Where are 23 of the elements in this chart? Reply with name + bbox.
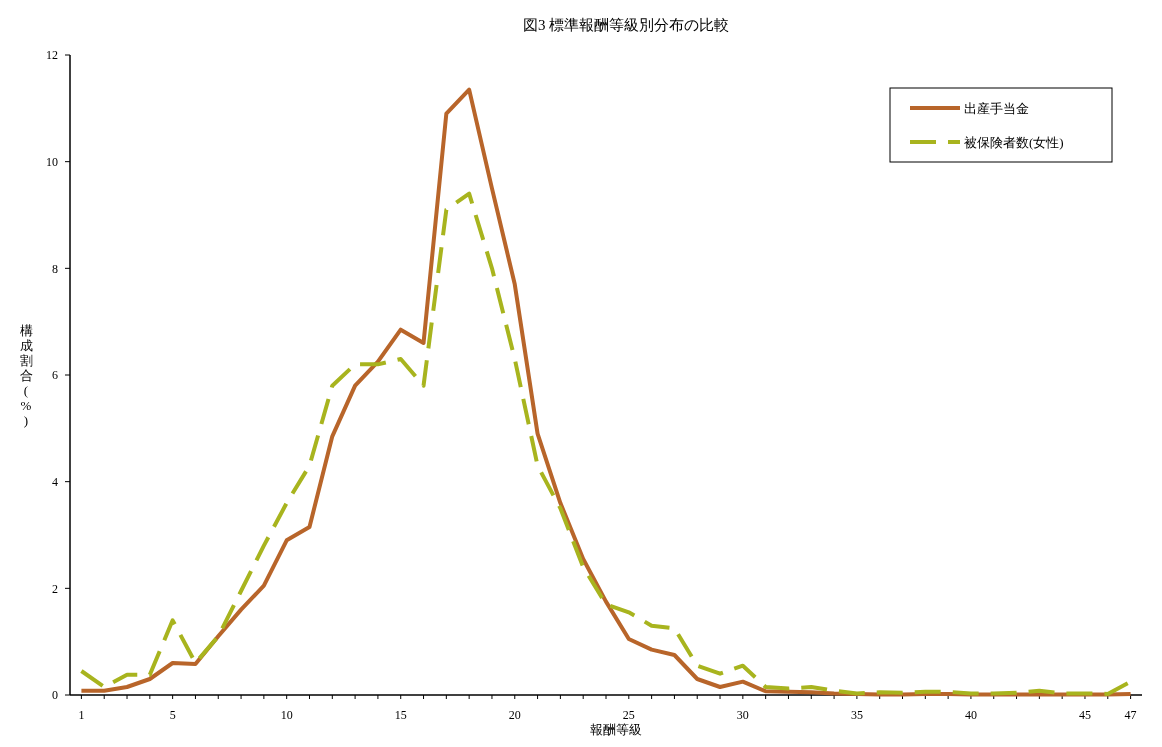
y-axis-title: 構成割合(%) xyxy=(19,323,33,428)
x-tick-label: 15 xyxy=(394,708,407,722)
x-tick-label: 1 xyxy=(78,708,85,722)
x-tick-label: 25 xyxy=(622,708,635,722)
x-tick-label: 40 xyxy=(964,708,977,722)
legend-label: 被保険者数(女性) xyxy=(964,134,1064,150)
x-tick-label: 47 xyxy=(1124,708,1137,722)
y-tick-label: 4 xyxy=(52,474,58,489)
x-tick-label: 45 xyxy=(1078,708,1091,722)
y-tick-label: 12 xyxy=(46,48,58,63)
y-tick-label: 8 xyxy=(52,261,58,276)
y-tick-label: 2 xyxy=(52,581,58,596)
y-tick-label: 0 xyxy=(52,688,58,703)
chart-title: 図3 標準報酬等級別分布の比較 xyxy=(522,17,730,33)
y-tick-label: 10 xyxy=(46,154,58,169)
x-tick-label: 35 xyxy=(850,708,863,722)
x-tick-label: 30 xyxy=(736,708,749,722)
x-axis-title: 報酬等級 xyxy=(590,722,642,737)
x-tick-label: 5 xyxy=(169,708,176,722)
legend-label: 出産手当金 xyxy=(964,100,1029,116)
y-tick-label: 6 xyxy=(52,368,58,383)
x-tick-label: 10 xyxy=(280,708,293,722)
x-tick-label: 20 xyxy=(508,708,521,722)
